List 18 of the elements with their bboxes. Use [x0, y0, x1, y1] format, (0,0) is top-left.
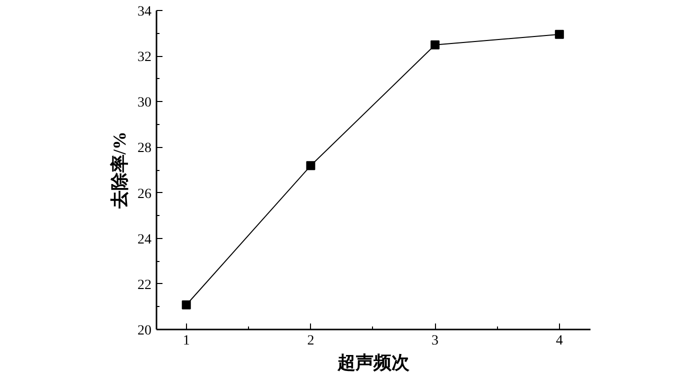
x-tick-label: 4 [556, 334, 563, 348]
x-axis-title: 超声频次 [336, 352, 410, 372]
y-tick-label: 28 [138, 141, 152, 156]
y-tick-label: 26 [138, 186, 152, 202]
point [306, 161, 316, 170]
x-tick-label: 1 [182, 334, 190, 348]
y-tick-label: 30 [138, 96, 152, 111]
point [554, 30, 564, 39]
y-axis-title: 去除率/% [110, 131, 130, 210]
x-tick-label: 3 [432, 334, 439, 348]
y-tick-label: 22 [138, 278, 152, 293]
y-tick-label: 24 [138, 232, 152, 248]
y-tick-label: 32 [138, 50, 152, 66]
y-tick-label: 34 [138, 4, 152, 20]
x-tick-label: 2 [307, 334, 314, 348]
point [430, 40, 440, 50]
y-tick-label: 20 [138, 324, 152, 338]
point [182, 300, 191, 310]
